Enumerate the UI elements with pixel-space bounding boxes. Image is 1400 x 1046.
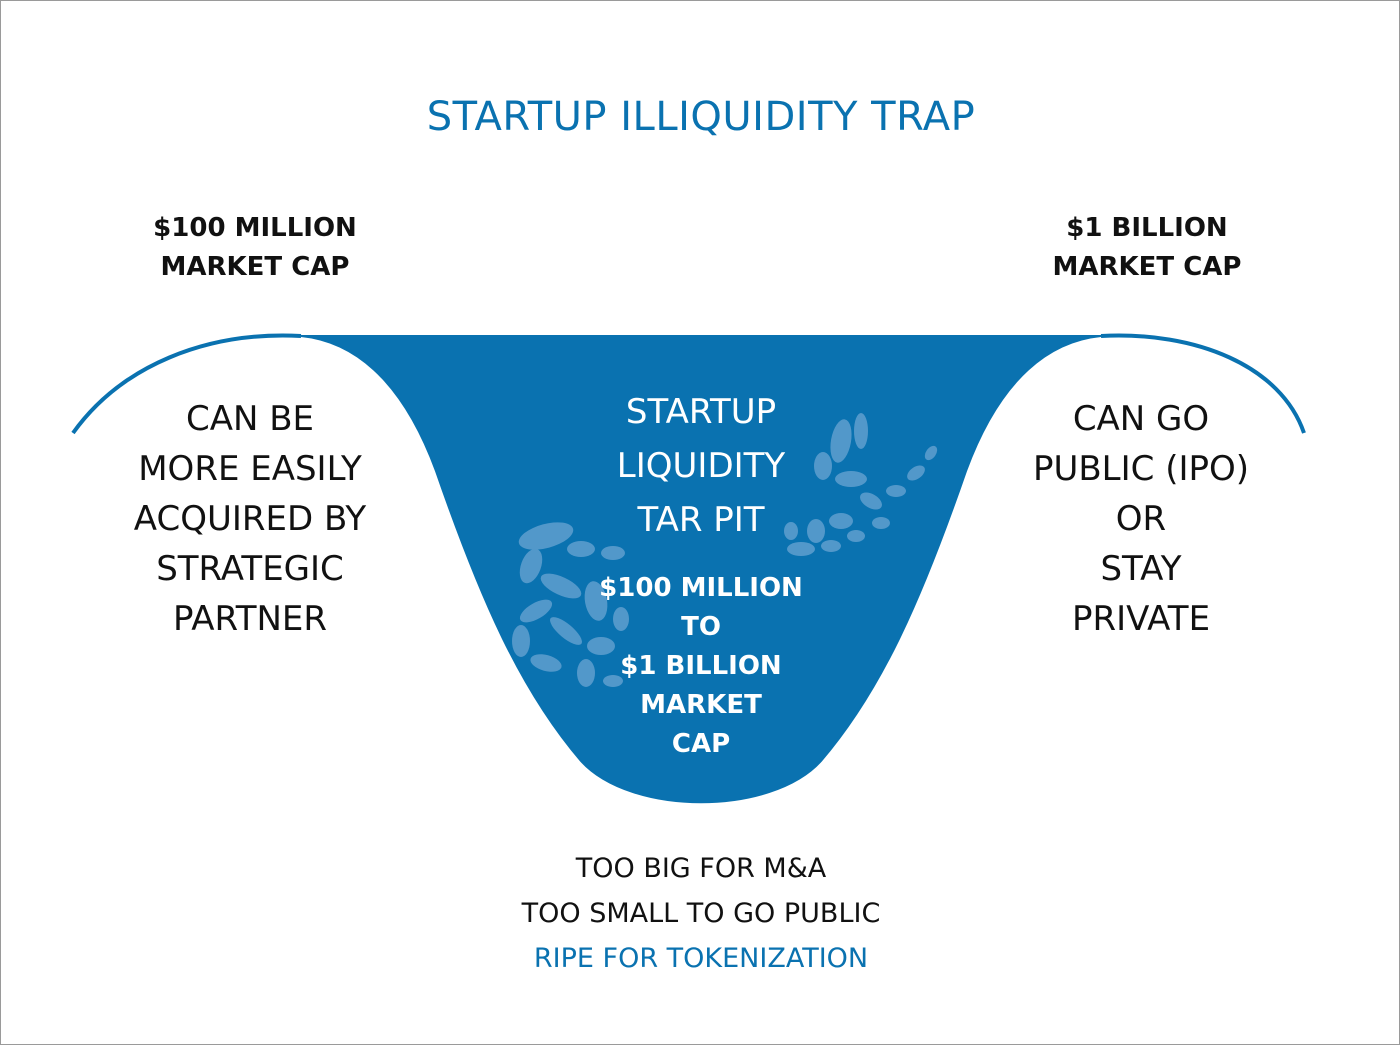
fossil-skeleton-right-illustration <box>784 413 938 556</box>
bottom-line-too-small: TOO SMALL TO GO PUBLIC <box>521 898 881 929</box>
right-outcome-line: CAN GO <box>1072 399 1210 439</box>
right-market-cap-label: $1 BILLION MARKET CAP <box>997 209 1297 287</box>
right-cap-line: $1 BILLION <box>1066 213 1228 243</box>
tar-pit-range: $100 MILLION TO $1 BILLION MARKET CAP <box>561 569 841 764</box>
pit-range-line: TO <box>681 612 721 642</box>
left-outcome-text: CAN BE MORE EASILY ACQUIRED BY STRATEGIC… <box>75 394 425 644</box>
right-outcome-text: CAN GO PUBLIC (IPO) OR STAY PRIVATE <box>991 394 1291 644</box>
diagram-title: STARTUP ILLIQUIDITY TRAP <box>426 94 976 140</box>
pit-range-line: CAP <box>671 729 731 759</box>
bottom-line-tokenization: RIPE FOR TOKENIZATION <box>533 943 869 974</box>
pit-range-line: MARKET <box>640 690 762 720</box>
pit-title-line: STARTUP <box>625 392 777 432</box>
tar-pit-title: STARTUP LIQUIDITY TAR PIT <box>561 385 841 547</box>
left-outcome-line: MORE EASILY <box>138 449 362 489</box>
pit-range-line: $1 BILLION <box>620 651 782 681</box>
right-cap-line: MARKET CAP <box>1052 252 1242 282</box>
tar-pit-fill <box>300 335 1102 804</box>
left-outcome-line: PARTNER <box>172 599 328 639</box>
left-market-cap-label: $100 MILLION MARKET CAP <box>105 209 405 287</box>
left-outcome-line: ACQUIRED BY <box>133 499 367 539</box>
right-hill-line <box>1100 333 1306 434</box>
right-outcome-line: PRIVATE <box>1071 599 1211 639</box>
fossil-skeleton-left-illustration <box>512 522 629 687</box>
bottom-line-too-big: TOO BIG FOR M&A <box>575 853 827 884</box>
pit-title-line: TAR PIT <box>637 500 765 540</box>
left-outcome-line: CAN BE <box>185 399 315 439</box>
pit-range-line: $100 MILLION <box>599 573 803 603</box>
left-outcome-line: STRATEGIC <box>156 549 344 589</box>
left-hill-line <box>71 333 302 435</box>
right-outcome-line: STAY <box>1100 549 1182 589</box>
right-outcome-line: PUBLIC (IPO) <box>1032 449 1250 489</box>
pit-title-line: LIQUIDITY <box>616 446 786 486</box>
left-cap-line: $100 MILLION <box>153 213 357 243</box>
right-outcome-line: OR <box>1115 499 1167 539</box>
left-cap-line: MARKET CAP <box>160 252 350 282</box>
